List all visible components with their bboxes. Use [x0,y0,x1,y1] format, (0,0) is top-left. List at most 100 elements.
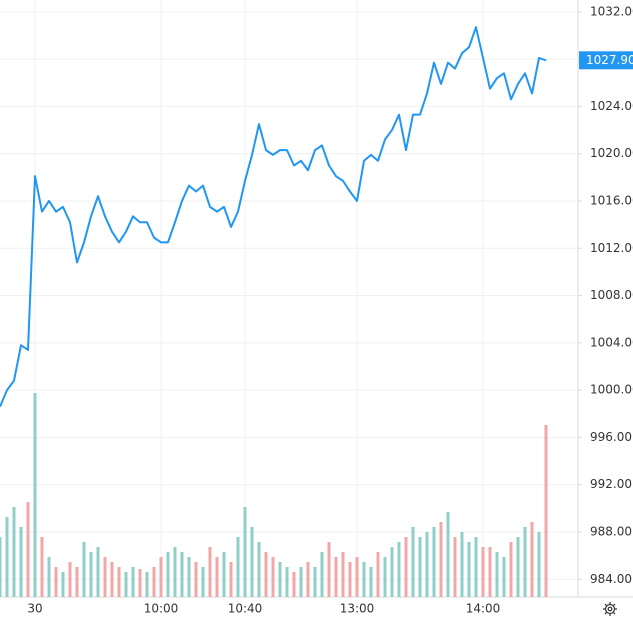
volume-bar [194,562,198,597]
y-tick-label: 1012.00 [590,241,633,255]
volume-bar [180,552,184,597]
y-tick-label: 1020.00 [590,146,633,160]
volume-bar [418,537,422,597]
x-tick-label: 13:00 [340,602,375,616]
volume-bar [495,552,499,597]
volume-bar [299,567,303,597]
volume-bar [341,552,345,597]
volume-bar [222,552,226,597]
volume-bar [446,512,450,597]
volume-bar [138,569,142,597]
volume-bar [124,572,128,597]
x-tick-label: 10:40 [228,602,263,616]
volume-bar [278,562,282,597]
volume-bar [61,572,65,597]
volume-bar [488,547,492,597]
volume-bar [537,532,541,597]
volume-bar [89,552,93,597]
volume-bar [474,537,478,597]
volume-bar [481,547,485,597]
volume-bar [362,562,366,597]
volume-bar [201,567,205,597]
volume-bar [327,542,331,597]
volume-bar [173,547,177,597]
volume-bar [12,507,16,597]
volume-bar [404,537,408,597]
volume-bar [0,537,2,597]
volume-bar [369,567,373,597]
volume-bar [96,547,100,597]
volume-bar [313,567,317,597]
volume-bar [33,393,37,597]
volume-bar [383,557,387,597]
volume-bar [152,567,156,597]
volume-bar [110,562,114,597]
volume-bar [425,532,429,597]
y-tick-label: 1008.00 [590,288,633,302]
volume-bar [334,557,338,597]
price-line [0,26,547,408]
x-tick-label: 30 [27,602,42,616]
volume-bar [264,552,268,597]
volume-bar [376,552,380,597]
volume-bar [320,552,324,597]
volume-bar [103,557,107,597]
volume-bar [166,552,170,597]
volume-bar [453,537,457,597]
volume-bar [187,557,191,597]
volume-bar [208,547,212,597]
volume-bar [26,502,30,597]
volume-bar [68,562,72,597]
y-tick-label: 1000.00 [590,383,633,397]
volume-bar [271,557,275,597]
volume-bar [19,527,23,597]
volume-bar [390,547,394,597]
y-tick-label: 1016.00 [590,193,633,207]
volume-bar [250,527,254,597]
volume-bar [47,557,51,597]
volume-bar [397,542,401,597]
volume-bar [75,567,79,597]
volume-bar [243,507,247,597]
volume-bar [439,522,443,597]
y-tick-label: 996.00 [590,430,632,444]
y-tick-label: 992.00 [590,477,632,491]
volume-bar [460,532,464,597]
volume-bar [82,542,86,597]
volume-bar [117,567,121,597]
y-tick-label: 1032.00 [590,4,633,18]
last-price-label: 1027.90 [586,53,633,67]
volume-bar [5,517,9,597]
volume-bar [285,567,289,597]
volume-bar [229,562,233,597]
settings-icon[interactable] [603,602,617,616]
volume-bar [131,567,135,597]
volume-bar [355,557,359,597]
x-tick-label: 10:00 [144,602,179,616]
volume-bar [467,542,471,597]
volume-bar [236,537,240,597]
volume-bar [348,562,352,597]
volume-bar [411,527,415,597]
volume-bar [432,527,436,597]
last-price-box [579,51,633,70]
grid [0,0,578,597]
volume-bar [215,557,219,597]
y-tick-label: 1004.00 [590,335,633,349]
y-tick-label: 984.00 [590,572,632,586]
volume-bar [257,542,261,597]
volume-bar [544,425,548,597]
volume-bar [502,557,506,597]
y-tick-label: 1024.00 [590,99,633,113]
volume-bar [523,527,527,597]
volume-bar [509,542,513,597]
volume-bar [530,522,534,597]
x-tick-label: 14:00 [466,602,501,616]
volume-bar [54,567,58,597]
volume-bar [159,557,163,597]
volume-bar [292,572,296,597]
volume-bar [40,537,44,597]
volume-bar [145,572,149,597]
